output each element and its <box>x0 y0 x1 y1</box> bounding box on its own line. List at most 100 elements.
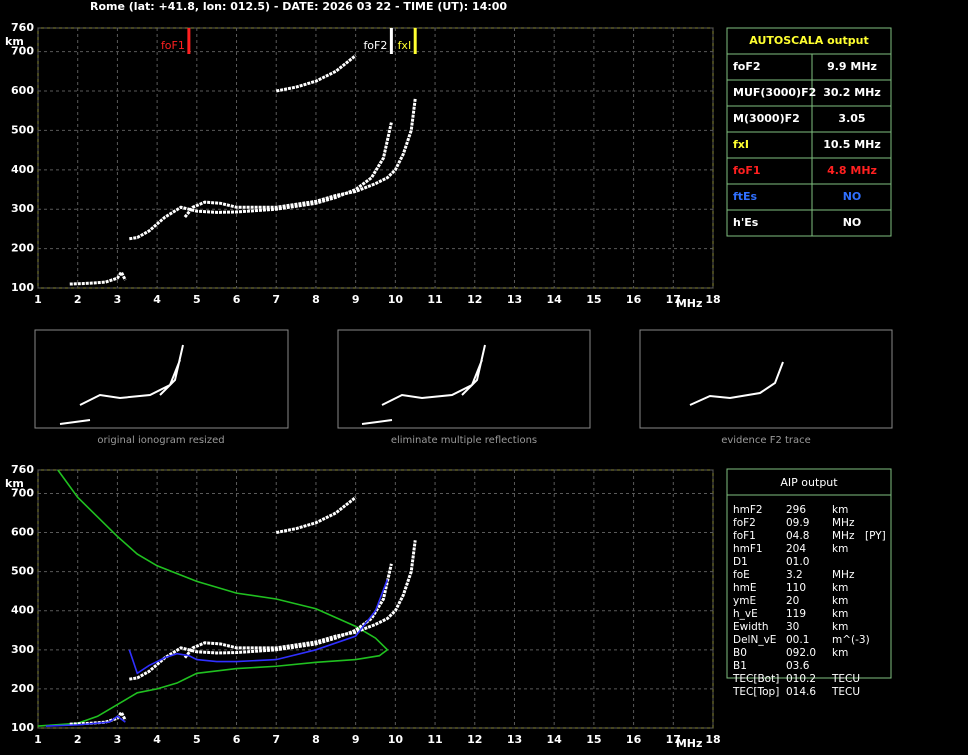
x-tick-label: 2 <box>74 733 82 746</box>
y-tick-label: 100 <box>11 281 34 294</box>
table-value: 10.5 MHz <box>823 138 881 151</box>
table-value: 4.8 MHz <box>827 164 877 177</box>
marker-label: fxI <box>398 39 412 52</box>
aip-cell: 3.2 <box>786 569 803 581</box>
thumbnail-trace <box>689 361 784 406</box>
x-tick-label: 6 <box>233 293 241 306</box>
aip-cell: MHz <box>832 530 855 542</box>
x-tick-label: 18 <box>705 293 720 306</box>
aip-cell: 00.1 <box>786 634 809 646</box>
x-tick-label: 6 <box>233 733 241 746</box>
x-tick-label: 7 <box>272 733 280 746</box>
table-value: 9.9 MHz <box>827 60 877 73</box>
y-axis-label: km <box>5 477 24 490</box>
x-tick-label: 4 <box>153 293 161 306</box>
aip-cell: m^(-3) <box>832 634 870 646</box>
aip-cell: B0 <box>733 647 747 659</box>
x-tick-label: 16 <box>626 733 642 746</box>
x-tick-label: 8 <box>312 733 320 746</box>
aip-cell: 110 <box>786 582 806 594</box>
trace <box>129 122 393 241</box>
x-tick-label: 11 <box>427 733 442 746</box>
x-tick-label: 7 <box>272 293 280 306</box>
x-tick-label: 10 <box>388 293 404 306</box>
aip-cell: km <box>832 608 848 620</box>
x-tick-label: 4 <box>153 733 161 746</box>
x-tick-label: 8 <box>312 293 320 306</box>
y-tick-label: 300 <box>11 643 34 656</box>
x-tick-label: 5 <box>193 733 201 746</box>
aip-cell: 01.0 <box>786 556 809 568</box>
y-tick-label: 700 <box>11 45 34 58</box>
y-tick-label: 500 <box>11 565 34 578</box>
aip-cell: km <box>832 647 848 659</box>
x-tick-label: 1 <box>34 293 42 306</box>
y-tick-label: 200 <box>11 242 34 255</box>
trace <box>275 496 357 535</box>
aip-cell: km <box>832 621 848 633</box>
x-tick-label: 17 <box>666 733 681 746</box>
thumbnail-caption: original ionogram resized <box>97 435 224 446</box>
aip-cell: foE <box>733 569 750 581</box>
aip-cell: hmE <box>733 582 757 594</box>
aip-cell: 20 <box>786 595 799 607</box>
x-tick-label: 14 <box>547 293 563 306</box>
x-tick-label: 9 <box>352 293 360 306</box>
y-tick-label: 600 <box>11 526 34 539</box>
aip-cell: foF1 <box>733 530 756 542</box>
aip-cell: hmF2 <box>733 504 763 516</box>
table-label: M(3000)F2 <box>733 112 800 125</box>
trace <box>129 563 393 681</box>
y-tick-label: 400 <box>11 163 34 176</box>
aip-cell: km <box>832 582 848 594</box>
x-tick-label: 5 <box>193 293 201 306</box>
aip-cell: [PY] <box>865 530 886 542</box>
aip-cell: 119 <box>786 608 806 620</box>
thumbnail-trace <box>361 344 486 425</box>
table-label: fxI <box>733 138 749 151</box>
y-tick-label: 700 <box>11 486 34 499</box>
thumbnail-frame <box>639 329 893 429</box>
trace <box>183 98 417 219</box>
table-frame <box>726 468 892 679</box>
table-value: 30.2 MHz <box>823 86 881 99</box>
table-value: NO <box>843 216 862 229</box>
x-tick-label: 18 <box>705 733 720 746</box>
x-tick-label: 13 <box>507 733 522 746</box>
marker-label: foF1 <box>161 39 185 52</box>
aip-cell: TECU <box>831 673 860 685</box>
aip-cell: DelN_vE <box>733 634 776 646</box>
thumbnail-trace <box>59 344 184 425</box>
trace <box>128 579 389 675</box>
x-axis-label: MHz <box>676 737 703 750</box>
aip-cell: km <box>832 504 848 516</box>
thumbnails: original ionogram resized eliminate mult… <box>34 329 893 446</box>
marker-label: foF2 <box>363 39 387 52</box>
table-label: ftEs <box>733 190 758 203</box>
thumbnail-frame <box>34 329 289 429</box>
x-tick-label: 3 <box>114 733 122 746</box>
x-tick-label: 14 <box>547 733 563 746</box>
x-tick-label: 11 <box>427 293 442 306</box>
x-axis-label: MHz <box>676 297 703 310</box>
aip-cell: hmF1 <box>733 543 763 555</box>
aip-cell: 014.6 <box>786 686 816 698</box>
aip-cell: 30 <box>786 621 799 633</box>
x-tick-label: 17 <box>666 293 681 306</box>
trace <box>275 54 357 93</box>
x-tick-label: 16 <box>626 293 642 306</box>
aip-cell: TEC[Bot] <box>732 673 779 685</box>
aip-cell: B1 <box>733 660 747 672</box>
aip-cell: Ewidth <box>733 621 769 633</box>
x-tick-label: 9 <box>352 733 360 746</box>
aip-cell: 010.2 <box>786 673 816 685</box>
aip-cell: 09.9 <box>786 517 809 529</box>
y-axis-label: km <box>5 35 24 48</box>
aip-cell: 03.6 <box>786 660 810 672</box>
y-tick-label: 600 <box>11 84 34 97</box>
aip-cell: D1 <box>733 556 748 568</box>
x-tick-label: 12 <box>467 293 482 306</box>
x-tick-label: 10 <box>388 733 404 746</box>
aip-cell: 04.8 <box>786 530 809 542</box>
